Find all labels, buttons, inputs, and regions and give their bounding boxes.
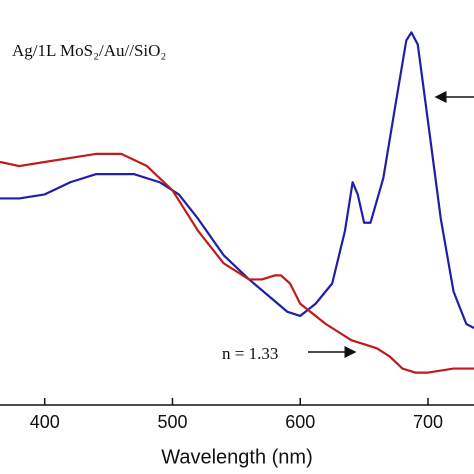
index-label: n = 1.33 <box>222 344 278 363</box>
x-tick-label: 600 <box>285 412 315 432</box>
x-axis-title: Wavelength (nm) <box>161 446 313 468</box>
x-tick-label: 400 <box>30 412 60 432</box>
series-line <box>0 31 474 330</box>
x-tick-label: 500 <box>157 412 187 432</box>
sample-label: Ag/1L MoS₂/Au//SiO₂ <box>12 41 166 60</box>
x-tick-label: 700 <box>413 412 443 432</box>
series-line <box>0 152 474 374</box>
